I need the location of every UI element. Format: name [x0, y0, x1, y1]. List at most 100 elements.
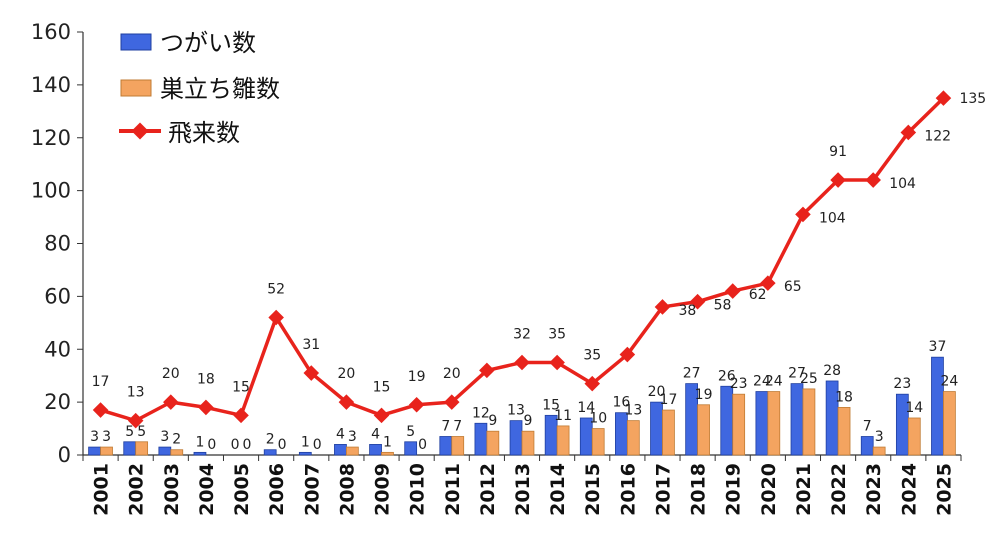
x-tick-label: 2009 [372, 463, 394, 516]
data-label-fledglings: 24 [765, 374, 783, 390]
bar-pairs [369, 444, 382, 456]
y-tick-label: 80 [44, 232, 71, 256]
legend-label-arrivals: 飛来数 [168, 119, 240, 147]
bar-pairs [615, 412, 628, 456]
arrivals-marker [549, 354, 565, 371]
legend-swatch-fledglings [120, 79, 152, 97]
data-label-pairs: 13 [507, 403, 525, 419]
x-tick-label: 2011 [442, 463, 464, 516]
bar-fledglings [943, 391, 956, 456]
arrivals-marker [795, 206, 811, 223]
data-label-pairs: 24 [753, 374, 771, 390]
data-label-pairs: 5 [125, 424, 134, 440]
arrivals-marker [408, 396, 425, 413]
x-tick-label: 2014 [547, 463, 569, 516]
x-tick-label: 2021 [793, 463, 815, 516]
bar-pairs [860, 436, 874, 456]
bar-pairs [298, 451, 312, 456]
data-label-arrivals: 135 [959, 91, 986, 107]
bar-fledglings [872, 446, 886, 456]
y-tick-label: 60 [44, 284, 71, 308]
bar-fledglings [345, 446, 359, 456]
x-tick-label: 2019 [723, 463, 745, 516]
x-tick-label: 2018 [688, 463, 710, 516]
y-tick-label: 0 [58, 443, 71, 467]
data-label-pairs: 1 [195, 434, 204, 450]
bar-pairs [439, 436, 453, 456]
data-label-arrivals: 58 [714, 298, 732, 314]
arrivals-marker [830, 172, 846, 188]
y-tick-label: 100 [31, 179, 71, 203]
data-label-arrivals: 20 [337, 366, 355, 382]
x-tick-label: 2015 [582, 463, 604, 516]
data-label-fledglings: 25 [800, 371, 818, 387]
data-label-fledglings: 19 [695, 387, 713, 403]
bar-fledglings [521, 430, 535, 456]
data-label-arrivals: 122 [924, 128, 951, 144]
bar-fledglings [767, 391, 781, 456]
arrivals-marker [724, 283, 741, 299]
data-label-pairs: 28 [823, 363, 841, 379]
data-label-pairs: 27 [683, 366, 701, 382]
data-label-arrivals: 13 [127, 385, 145, 401]
data-label-arrivals: 104 [889, 176, 916, 192]
data-label-pairs: 27 [788, 366, 806, 382]
arrivals-marker [163, 394, 179, 410]
data-label-fledglings: 3 [348, 429, 357, 445]
bar-fledglings [381, 451, 394, 456]
x-tick-label: 2010 [407, 463, 429, 516]
x-tick-label: 2012 [477, 463, 499, 516]
data-label-pairs: 12 [472, 405, 490, 421]
bar-fledglings [626, 420, 640, 456]
data-label-arrivals: 18 [197, 371, 215, 387]
bar-pairs [123, 441, 137, 456]
data-label-arrivals: 65 [784, 279, 802, 295]
data-label-pairs: 7 [863, 418, 872, 434]
data-label-arrivals: 31 [302, 337, 320, 353]
x-tick-label: 2022 [828, 463, 850, 516]
bar-fledglings [802, 388, 816, 456]
bar-fledglings [451, 436, 465, 456]
data-label-pairs: 0 [231, 437, 240, 453]
bar-fledglings [135, 441, 149, 456]
arrivals-marker [373, 407, 390, 424]
bar-fledglings [100, 446, 113, 456]
legend-marker-arrivals [131, 122, 149, 140]
data-label-arrivals: 35 [548, 326, 566, 342]
data-label-fledglings: 17 [660, 392, 678, 408]
data-label-arrivals: 91 [829, 144, 847, 160]
bar-pairs [158, 446, 172, 456]
x-tick-label: 2006 [266, 463, 288, 516]
data-label-fledglings: 7 [453, 418, 462, 434]
data-label-arrivals: 104 [819, 210, 846, 226]
x-tick-label: 2003 [161, 463, 183, 516]
data-label-pairs: 26 [718, 368, 736, 384]
x-tick-label: 2007 [301, 463, 323, 516]
bar-fledglings [732, 393, 746, 456]
data-label-fledglings: 1 [383, 434, 392, 450]
y-tick-label: 140 [31, 73, 71, 97]
data-label-fledglings: 3 [875, 429, 884, 445]
data-label-pairs: 5 [406, 424, 415, 440]
y-tick-label: 40 [44, 337, 71, 361]
data-label-pairs: 1 [301, 434, 310, 450]
data-label-fledglings: 10 [589, 411, 607, 427]
data-label-arrivals: 38 [678, 303, 696, 319]
data-label-fledglings: 18 [835, 389, 853, 405]
data-label-pairs: 4 [371, 426, 380, 442]
bar-pairs [88, 446, 101, 456]
x-tick-label: 2013 [512, 463, 534, 516]
arrivals-marker [198, 399, 214, 416]
data-label-arrivals: 17 [92, 374, 110, 390]
bar-fledglings [486, 430, 500, 456]
data-label-arrivals: 62 [749, 287, 767, 303]
data-label-fledglings: 9 [524, 413, 533, 429]
data-label-fledglings: 3 [102, 429, 111, 445]
y-tick-label: 20 [44, 390, 71, 414]
data-label-fledglings: 0 [243, 437, 252, 453]
arrivals-marker [865, 172, 881, 188]
bar-fledglings [662, 409, 675, 456]
bar-fledglings [837, 407, 851, 456]
